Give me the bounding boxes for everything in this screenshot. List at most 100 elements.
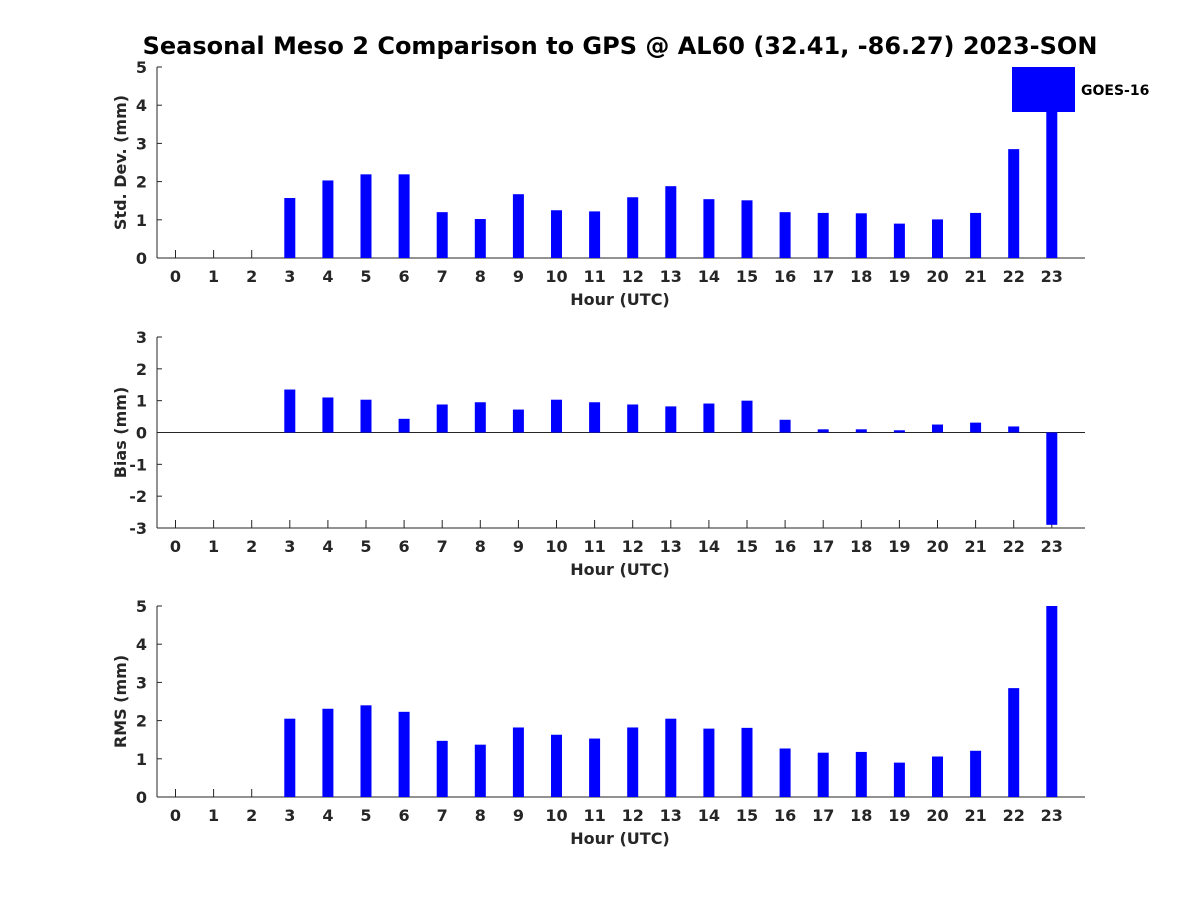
x-tick-label: 8 [475,806,486,825]
x-tick-label: 1 [208,806,219,825]
x-tick-label: 7 [437,537,448,556]
bar [360,705,372,797]
bar [360,399,372,433]
x-tick-label: 7 [437,267,448,286]
x-tick-label: 20 [926,267,948,286]
bar [741,727,753,797]
bar [398,418,410,433]
bar [932,424,943,433]
x-tick-label: 13 [660,537,682,556]
x-tick-label: 14 [698,267,720,286]
x-tick-label: 11 [583,537,605,556]
bar [817,752,829,797]
x-tick-label: 8 [475,267,486,286]
x-tick-label: 10 [545,537,567,556]
x-tick-label: 6 [399,267,410,286]
bar [627,404,639,433]
x-tick-label: 8 [475,537,486,556]
x-tick-label: 20 [926,806,948,825]
y-tick-label: 3 [136,328,147,347]
x-tick-label: 12 [622,267,644,286]
x-tick-label: 5 [360,537,371,556]
bar [932,219,943,258]
bar [741,400,753,433]
bar [512,194,524,258]
bar [474,219,486,258]
bar [1008,688,1020,797]
x-tick-label: 6 [399,537,410,556]
x-tick-label: 15 [736,806,758,825]
x-tick-label: 13 [660,806,682,825]
bar [474,744,486,797]
y-tick-label: 5 [136,58,147,77]
x-tick-label: 21 [964,537,986,556]
y-tick-label: -1 [129,455,147,474]
y-tick-label: 3 [136,673,147,692]
bar [1046,606,1058,797]
bar [779,419,791,433]
x-tick-label: 12 [622,806,644,825]
bar [703,728,715,797]
bar [398,174,410,258]
x-tick-label: 14 [698,537,720,556]
bar [474,402,486,433]
chart-title: Seasonal Meso 2 Comparison to GPS @ AL60… [143,32,1098,60]
x-axis-label: Hour (UTC) [570,290,670,309]
bar [855,213,867,258]
bar [741,200,753,258]
x-tick-label: 5 [360,806,371,825]
bar [589,402,601,433]
bar [855,751,867,797]
x-tick-label: 13 [660,267,682,286]
x-tick-label: 19 [888,806,910,825]
x-tick-label: 17 [812,537,834,556]
x-tick-label: 9 [513,806,524,825]
y-tick-label: 5 [136,597,147,616]
y-tick-label: 2 [136,173,147,192]
x-tick-label: 4 [322,267,333,286]
y-tick-label: 1 [136,750,147,769]
x-tick-label: 21 [964,806,986,825]
x-tick-label: 12 [622,537,644,556]
x-tick-label: 19 [888,267,910,286]
bar [779,212,791,258]
x-tick-label: 1 [208,267,219,286]
bar [551,210,562,258]
y-axis-label: Std. Dev. (mm) [111,95,130,230]
bar [322,397,334,433]
bar [1046,67,1058,258]
y-axis-label: RMS (mm) [111,655,130,748]
y-tick-label: 0 [136,788,147,807]
x-tick-label: 11 [583,267,605,286]
x-tick-label: 10 [545,267,567,286]
bar [551,399,562,433]
x-tick-label: 9 [513,537,524,556]
x-tick-label: 16 [774,806,796,825]
bar [893,223,905,258]
bar [970,212,982,258]
x-tick-label: 0 [170,806,181,825]
x-axis-label: Hour (UTC) [570,560,670,579]
x-axis-label: Hour (UTC) [570,829,670,848]
bar [512,409,524,433]
x-tick-label: 1 [208,537,219,556]
x-tick-label: 0 [170,267,181,286]
bar [932,756,943,797]
x-tick-label: 5 [360,267,371,286]
y-tick-label: 3 [136,134,147,153]
bar [360,174,372,258]
x-tick-label: 20 [926,537,948,556]
bar [970,750,982,797]
y-tick-label: -3 [129,519,147,538]
x-tick-label: 22 [1003,267,1025,286]
bar [436,404,448,433]
x-tick-label: 21 [964,267,986,286]
x-tick-label: 14 [698,806,720,825]
bar [970,422,982,433]
x-tick-label: 10 [545,806,567,825]
x-tick-label: 3 [284,806,295,825]
